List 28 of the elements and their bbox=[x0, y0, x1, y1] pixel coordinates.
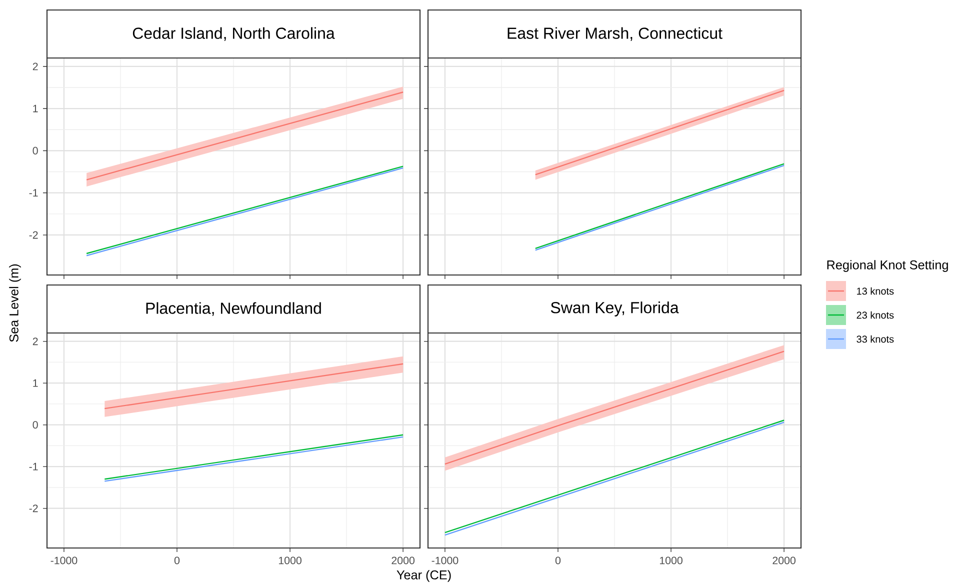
y-tick-label: 2 bbox=[32, 337, 38, 345]
x-tick-label: 2000 bbox=[772, 556, 796, 564]
chart-title: Swan Key, Florida bbox=[550, 301, 679, 316]
x-tick-label: 0 bbox=[174, 556, 180, 564]
x-tick-label: -1000 bbox=[432, 556, 458, 564]
y-tick-label: -2 bbox=[29, 504, 38, 512]
legend-label: 23 knots bbox=[856, 311, 894, 319]
y-tick-label: 0 bbox=[32, 146, 38, 154]
x-tick-label: 1000 bbox=[278, 556, 302, 564]
chart-title: East River Marsh, Connecticut bbox=[508, 27, 722, 41]
y-tick-label: 2 bbox=[32, 62, 38, 70]
x-tick-label: -1000 bbox=[50, 556, 78, 564]
y-tick-label: -1 bbox=[29, 188, 38, 196]
chart-title: Placentia, Newfoundland bbox=[146, 302, 321, 316]
y-tick-label: -2 bbox=[29, 231, 38, 239]
y-tick-label: -1 bbox=[29, 462, 38, 470]
y-tick-label: 1 bbox=[33, 104, 38, 112]
chart-title: Cedar Island, North Carolina bbox=[132, 27, 335, 41]
legend-label: 33 knots bbox=[856, 335, 894, 343]
legend-label: 13 knots bbox=[857, 287, 894, 295]
legend-title: Regional Knot Setting bbox=[827, 260, 948, 272]
x-tick-label: 0 bbox=[555, 556, 561, 564]
y-axis-title: Sea Level (m) bbox=[9, 264, 21, 342]
y-tick-label: 0 bbox=[32, 420, 38, 428]
x-axis-title: Year (CE) bbox=[396, 570, 451, 582]
x-tick-label: 2000 bbox=[392, 556, 414, 564]
x-tick-label: 1000 bbox=[660, 556, 682, 564]
y-tick-label: 1 bbox=[33, 379, 38, 387]
